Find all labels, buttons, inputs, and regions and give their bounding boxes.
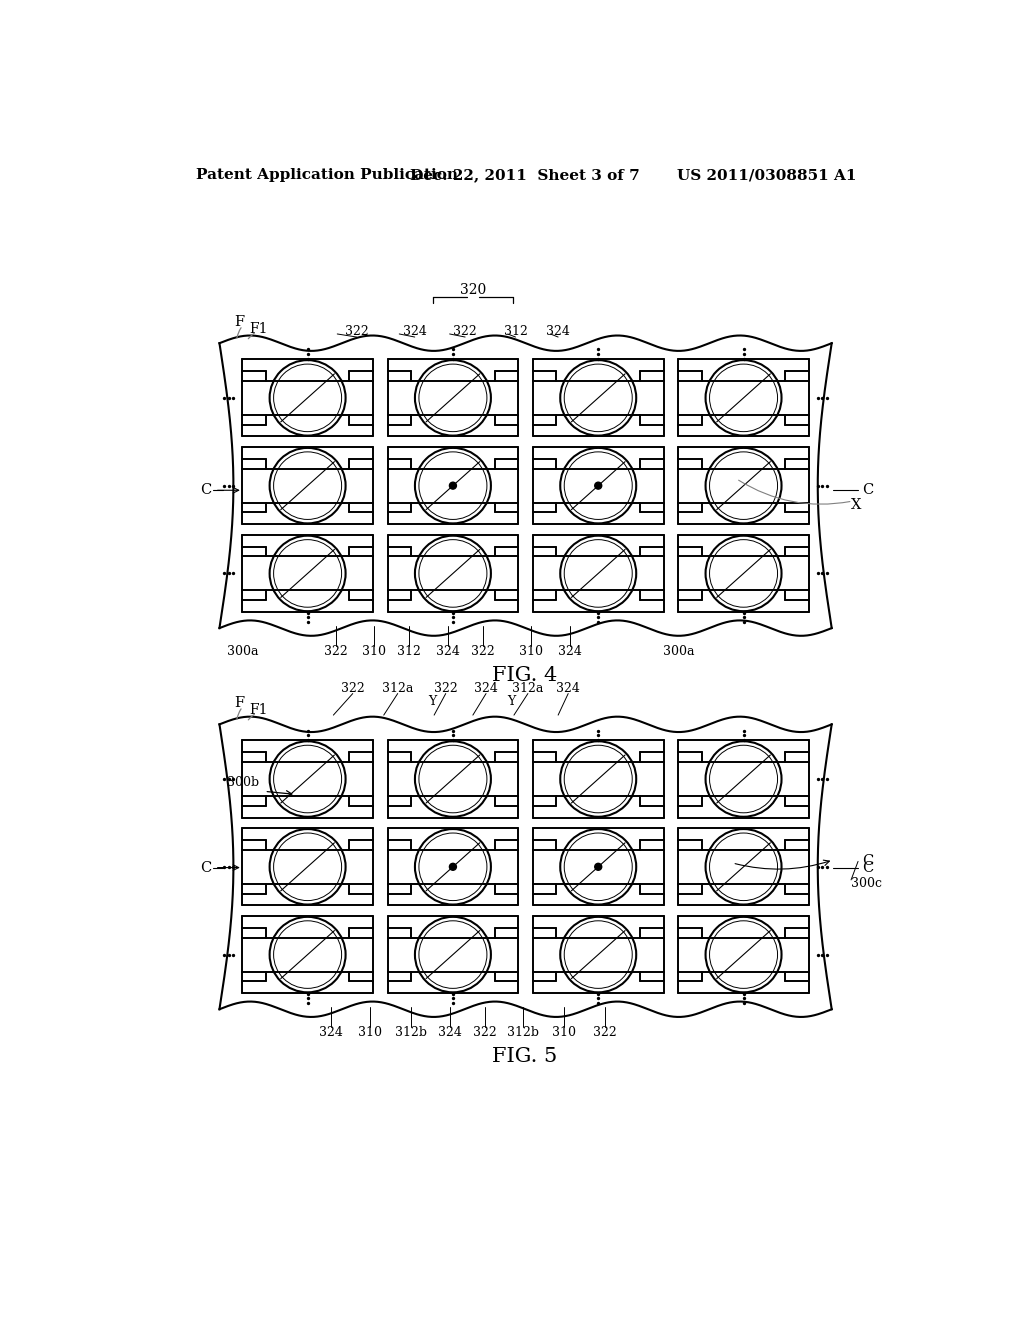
Text: 322: 322	[324, 644, 347, 657]
Text: 322: 322	[341, 681, 365, 694]
Text: 312a: 312a	[512, 681, 544, 694]
Text: 310: 310	[361, 644, 386, 657]
Text: C: C	[862, 861, 873, 875]
Text: Y: Y	[507, 694, 515, 708]
Text: C: C	[200, 483, 211, 498]
Text: 312: 312	[504, 325, 527, 338]
Text: C: C	[862, 483, 873, 498]
Text: 322: 322	[434, 681, 458, 694]
Text: 324: 324	[402, 325, 427, 338]
Circle shape	[450, 863, 457, 870]
Text: FIG. 5: FIG. 5	[493, 1048, 557, 1067]
Text: 310: 310	[519, 644, 543, 657]
Text: 310: 310	[357, 1026, 382, 1039]
Text: F1: F1	[249, 322, 267, 337]
Text: 324: 324	[546, 325, 570, 338]
Text: 320: 320	[460, 282, 486, 297]
Text: F: F	[233, 314, 244, 329]
Text: 300b: 300b	[226, 776, 259, 788]
Text: 324: 324	[437, 1026, 462, 1039]
Text: 312b: 312b	[507, 1026, 540, 1039]
Text: 300c: 300c	[851, 878, 882, 890]
Circle shape	[595, 482, 602, 490]
Text: C: C	[862, 854, 873, 869]
Text: X: X	[851, 498, 861, 512]
Text: 322: 322	[454, 325, 477, 338]
Text: 324: 324	[474, 681, 498, 694]
Text: 324: 324	[319, 1026, 343, 1039]
Text: 322: 322	[593, 1026, 616, 1039]
Text: 312: 312	[397, 644, 421, 657]
Text: 312b: 312b	[395, 1026, 427, 1039]
Text: 322: 322	[473, 1026, 497, 1039]
Text: Patent Application Publication: Patent Application Publication	[197, 169, 458, 182]
Text: 324: 324	[556, 681, 581, 694]
Text: 300a: 300a	[227, 644, 258, 657]
Text: 324: 324	[558, 644, 582, 657]
Text: US 2011/0308851 A1: US 2011/0308851 A1	[677, 169, 856, 182]
Text: F: F	[233, 696, 244, 710]
Circle shape	[450, 482, 457, 490]
Text: F1: F1	[249, 704, 267, 718]
Text: Dec. 22, 2011  Sheet 3 of 7: Dec. 22, 2011 Sheet 3 of 7	[410, 169, 640, 182]
Text: 312a: 312a	[382, 681, 414, 694]
Text: 300a: 300a	[663, 644, 694, 657]
Text: C: C	[200, 861, 211, 875]
Text: 322: 322	[471, 644, 495, 657]
Text: 324: 324	[436, 644, 460, 657]
Text: Y: Y	[428, 694, 436, 708]
Circle shape	[595, 863, 602, 870]
Text: 310: 310	[552, 1026, 575, 1039]
Text: 322: 322	[345, 325, 369, 338]
Text: FIG. 4: FIG. 4	[493, 667, 557, 685]
